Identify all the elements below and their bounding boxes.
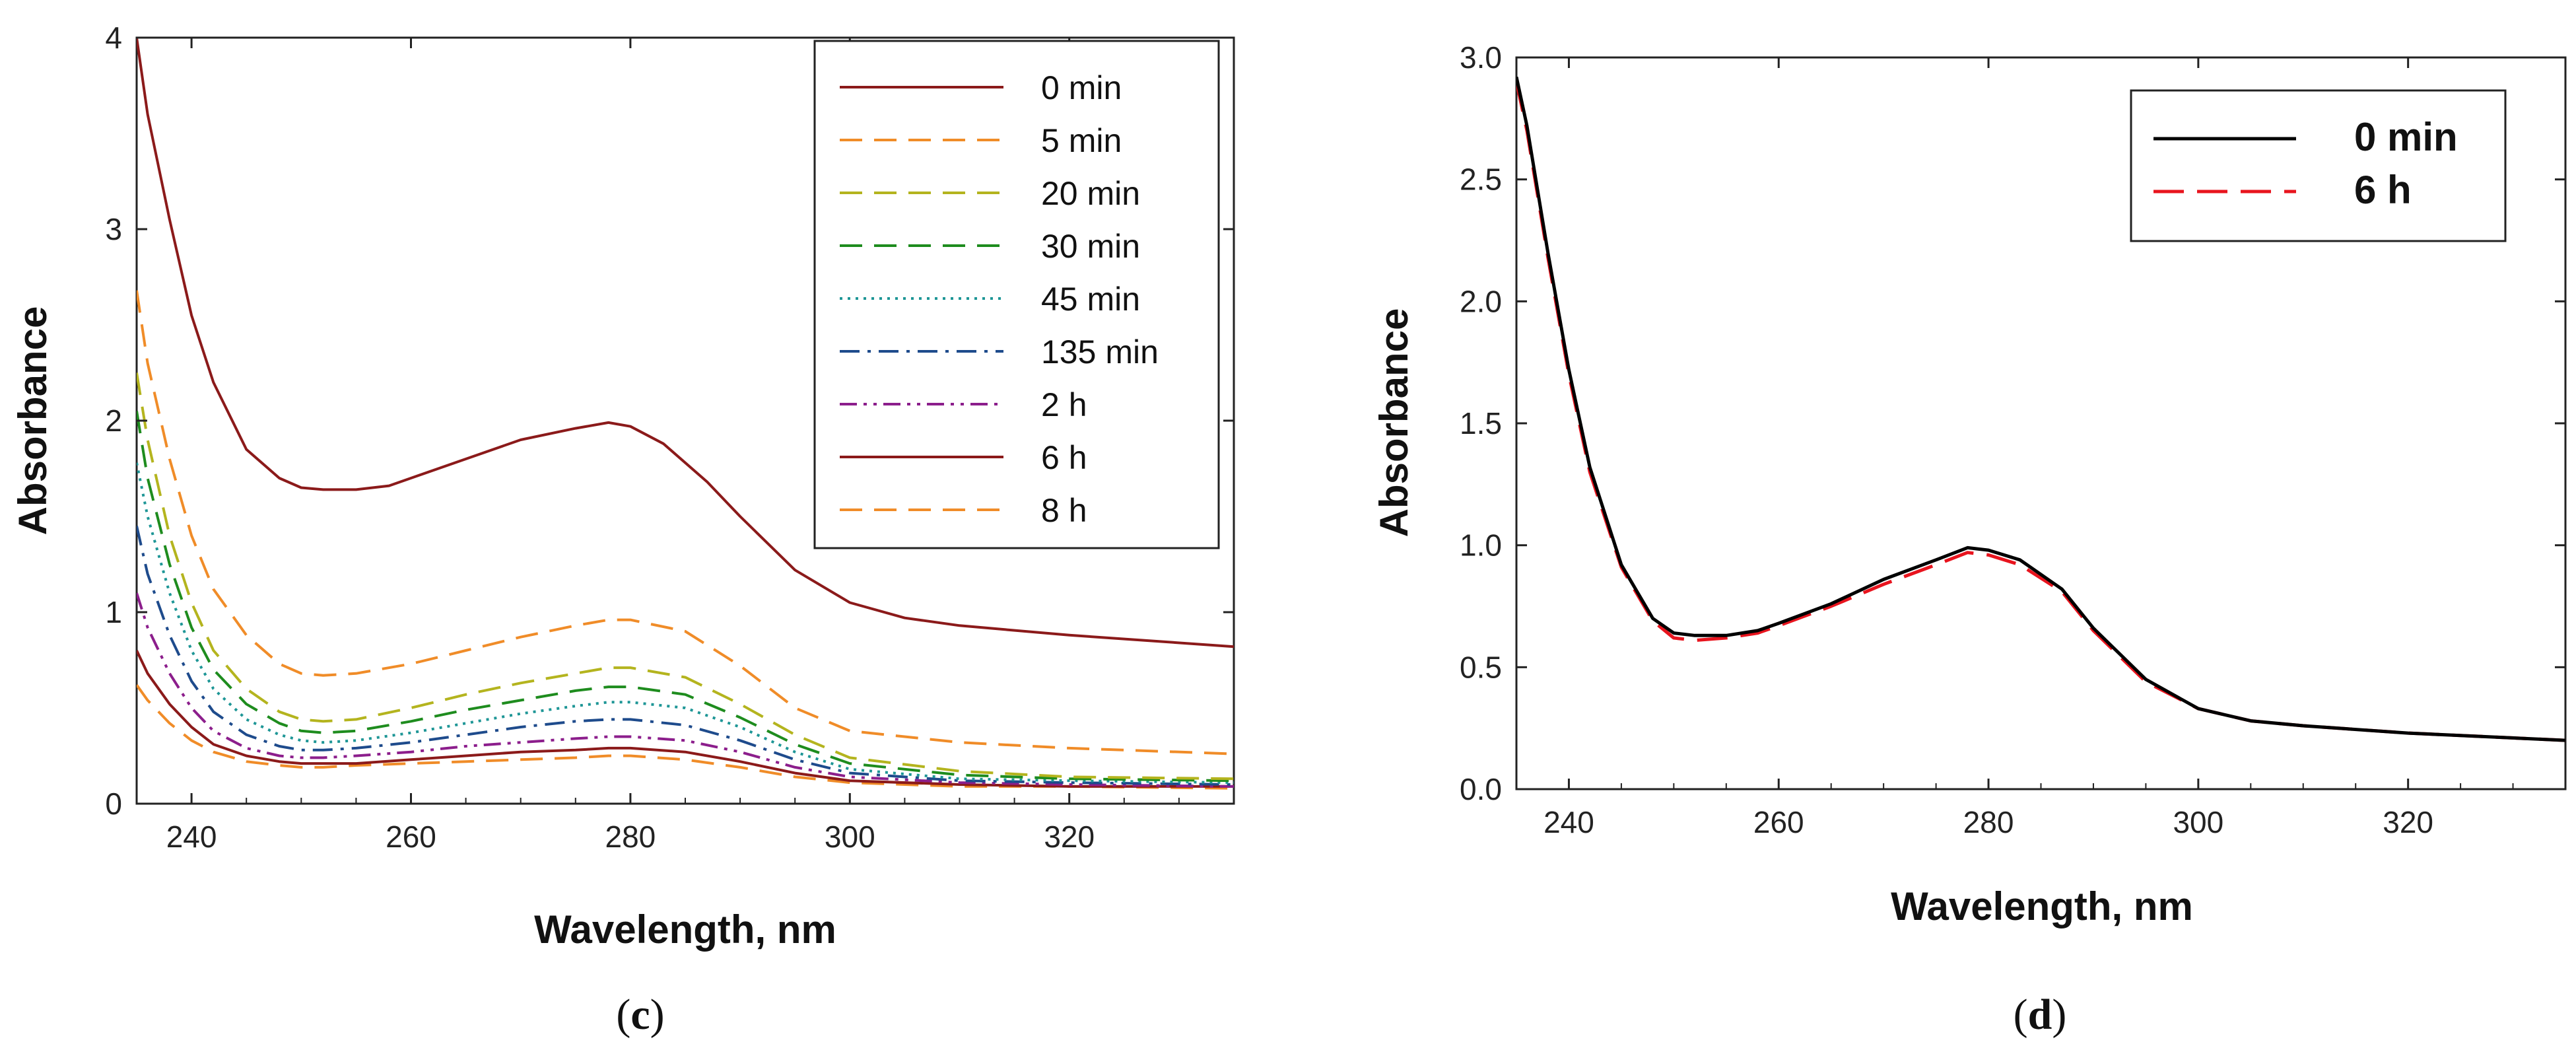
y-tick-label: 0.5 [1460, 650, 1502, 684]
legend-label: 0 min [2354, 115, 2458, 159]
x-tick-label: 240 [1543, 805, 1594, 839]
panel-d-legend: 0 min 6 h [2130, 89, 2507, 242]
legend-label: 5 min [1041, 122, 1122, 159]
panel-c-chart: 240 260 280 300 320 0 1 2 3 4 Wavelength, nm Abso… [11, 20, 1235, 1039]
y-tick-label: 0.0 [1460, 772, 1502, 806]
panel-c-series [137, 38, 1234, 790]
y-tick-label: 2.5 [1460, 162, 1502, 197]
series-line-0-min [137, 38, 1234, 648]
y-tick-label: 3.0 [1460, 40, 1502, 75]
series-line-30-min [137, 411, 1234, 783]
panel-d-x-axis-title: Wavelength, nm [1891, 884, 2193, 928]
x-tick-label: 280 [605, 820, 656, 854]
y-tick-label: 3 [105, 212, 122, 246]
panel-d-ticks: 240 260 280 300 320 0.0 0.5 1.0 1.5 2.0 2.5 3.0 [1460, 40, 2566, 839]
legend-label: 45 min [1041, 281, 1140, 318]
x-tick-label: 280 [1963, 805, 2014, 839]
y-tick-label: 2.0 [1460, 284, 1502, 318]
series-line-0-min [1516, 76, 2565, 742]
series-line-20-min [137, 372, 1234, 781]
legend-label: 135 min [1041, 333, 1159, 370]
panel-c-y-axis-title: Absorbance [11, 306, 55, 536]
panel-d-legend-items: 0 min 6 h [2153, 115, 2458, 212]
x-tick-label: 300 [2173, 805, 2223, 839]
panel-c-legend: 0 min 5 min 20 min 30 min 45 min 135 min 2 h 6 … [813, 40, 1220, 549]
x-tick-label: 260 [386, 820, 436, 854]
panel-c-legend-items: 0 min 5 min 20 min 30 min 45 min 135 min 2 h 6 … [840, 69, 1159, 529]
x-tick-label: 260 [1753, 805, 1804, 839]
y-tick-label: 0 [105, 787, 122, 821]
panel-d-legend-box [2130, 89, 2507, 242]
legend-label: 30 min [1041, 228, 1140, 265]
legend-label: 6 h [1041, 439, 1087, 476]
y-tick-label: 1.0 [1460, 528, 1502, 563]
x-tick-label: 320 [2383, 805, 2433, 839]
y-tick-label: 2 [105, 403, 122, 438]
x-tick-label: 240 [166, 820, 217, 854]
panel-c-ticks: 240 260 280 300 320 0 1 2 3 4 [105, 20, 1235, 854]
y-tick-label: 1.5 [1460, 406, 1502, 440]
legend-label: 2 h [1041, 386, 1087, 423]
panel-d-label: (d) [2014, 991, 2067, 1039]
series-line-6-h [137, 650, 1234, 788]
panel-d-y-axis-title: Absorbance [1372, 308, 1416, 538]
series-line-8-h [137, 684, 1234, 790]
panel-c-legend-box [813, 40, 1220, 549]
legend-label: 6 h [2354, 168, 2412, 212]
series-line-5-min [137, 290, 1234, 755]
panel-d-series [1516, 76, 2565, 742]
x-tick-label: 320 [1044, 820, 1095, 854]
series-line-2-h [137, 592, 1234, 788]
y-tick-label: 4 [105, 20, 122, 55]
series-line-135-min [137, 526, 1234, 786]
panel-c-x-axis-title: Wavelength, nm [534, 907, 836, 952]
x-tick-label: 300 [825, 820, 875, 854]
legend-label: 0 min [1041, 69, 1122, 106]
panel-c-label: (c) [616, 991, 664, 1039]
y-tick-label: 1 [105, 595, 122, 629]
panel-d-chart: 240 260 280 300 320 0.0 0.5 1.0 1.5 2.0 2.5 3.0 Wav… [1372, 40, 2567, 1039]
legend-label: 8 h [1041, 492, 1087, 529]
legend-label: 20 min [1041, 175, 1140, 212]
